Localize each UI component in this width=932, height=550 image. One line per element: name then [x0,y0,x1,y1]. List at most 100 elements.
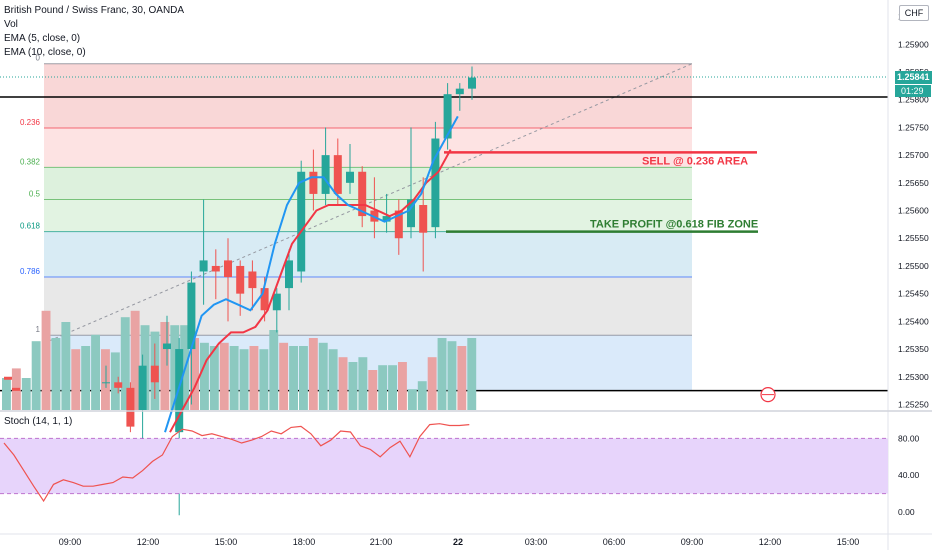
candle-body [455,88,464,95]
candle-body [285,260,293,289]
candle-body [321,155,330,194]
volume-indicator-label[interactable]: Vol [4,19,18,30]
fib-zone [44,277,692,336]
volume-bar [447,341,457,410]
price-axis-label: 1.25900 [898,39,929,49]
volume-bar [279,342,289,410]
volume-bar [51,338,61,410]
price-axis-label: 1.25400 [898,316,929,326]
candle-body [224,260,232,278]
volume-bar [41,310,51,410]
ema5-line [164,115,459,433]
candle-body [407,199,415,228]
candle-body [272,293,281,311]
stoch-axis-label: 80.00 [898,433,920,443]
price-axis-label: 1.25450 [898,289,929,299]
volume-bar [239,349,249,410]
candle-body [260,288,269,311]
volume-bar [467,338,477,410]
volume-bar [308,338,318,410]
ema10-indicator-label[interactable]: EMA (10, close, 0) [4,47,86,58]
volume-bar [2,378,11,410]
volume-bar [219,342,229,410]
fib-zone [44,231,692,278]
fib-zone [44,167,692,200]
volume-bar [398,362,407,410]
volume-bar [388,365,397,410]
candle-body [309,171,318,194]
candle-body [346,171,354,183]
candle-body [431,138,440,228]
candle-body [358,171,367,217]
volume-bar [407,389,417,410]
volume-bar [328,349,338,410]
volume-bar [31,341,41,410]
chart-legend: British Pound / Swiss Franc, 30, OANDA V… [4,4,184,60]
volume-bar [91,334,100,410]
price-axis-label: 1.25550 [898,233,929,243]
fib-level-label: 0.382 [20,157,41,166]
fib-level-label: 0.618 [20,222,41,231]
volume-bar [190,338,199,410]
time-axis-label: 03:00 [525,537,548,547]
candle-body [138,365,147,410]
candle-body [236,265,245,294]
fib-trend-line [43,63,693,344]
symbol-title[interactable]: British Pound / Swiss Franc, 30, OANDA [4,5,185,16]
volume-bar [110,352,120,410]
candle-body [126,387,135,427]
price-axis-label: 1.25500 [898,261,929,271]
fib-zone [44,199,692,232]
fib-level-label: 1 [36,325,41,334]
candle-body [248,271,257,289]
price-axis-label: 1.25800 [898,95,929,105]
stoch-axis-label: 40.00 [898,470,920,480]
volume-bar [130,310,140,410]
candle-body [4,376,12,380]
currency-badge[interactable]: CHF [899,5,929,21]
candle-body [333,155,342,194]
time-axis-label: 12:00 [759,537,782,547]
volume-bar [427,357,437,410]
sell-annotation: SELL @ 0.236 AREA [642,155,748,167]
time-axis-label: 21:00 [370,537,393,547]
price-axis-label: 1.25600 [898,206,929,216]
candle-body [150,365,159,383]
take-profit-annotation: TAKE PROFIT @0.618 FIB ZONE [590,219,758,231]
candle-body [175,349,184,433]
ema5-indicator-label[interactable]: EMA (5, close, 0) [4,33,81,44]
volume-bar [417,381,427,410]
volume-bar [61,322,71,410]
time-axis-label: 15:00 [837,537,860,547]
time-axis-label: 15:00 [215,537,238,547]
volume-bar [368,370,378,410]
candle-body [297,171,306,272]
fib-zone [44,127,692,168]
candle-body [199,260,208,272]
volume-bar [200,342,209,410]
time-axis-label: 09:00 [59,537,82,547]
candle-body [187,282,196,350]
stoch-k-line [3,423,470,503]
candle-body [163,343,171,350]
stoch-indicator-label[interactable]: Stoch (14, 1, 1) [4,416,73,427]
volume-bar [160,322,170,410]
candle-body [211,265,220,272]
candle-body [394,210,403,239]
fib-level-label: 0.5 [29,189,41,198]
price-axis-label: 1.25350 [898,344,929,354]
volume-bar [229,346,239,410]
candle-body [102,382,110,384]
fib-level-label: 0.786 [20,267,41,276]
volume-bar [358,357,368,410]
stoch-band [0,438,888,494]
volume-bar [289,346,298,410]
ema10-line [169,149,452,433]
fib-zone [44,63,692,128]
candle-body [468,77,476,89]
candle-body [419,205,428,233]
volume-bar [378,365,388,410]
volume-bar [249,346,259,410]
